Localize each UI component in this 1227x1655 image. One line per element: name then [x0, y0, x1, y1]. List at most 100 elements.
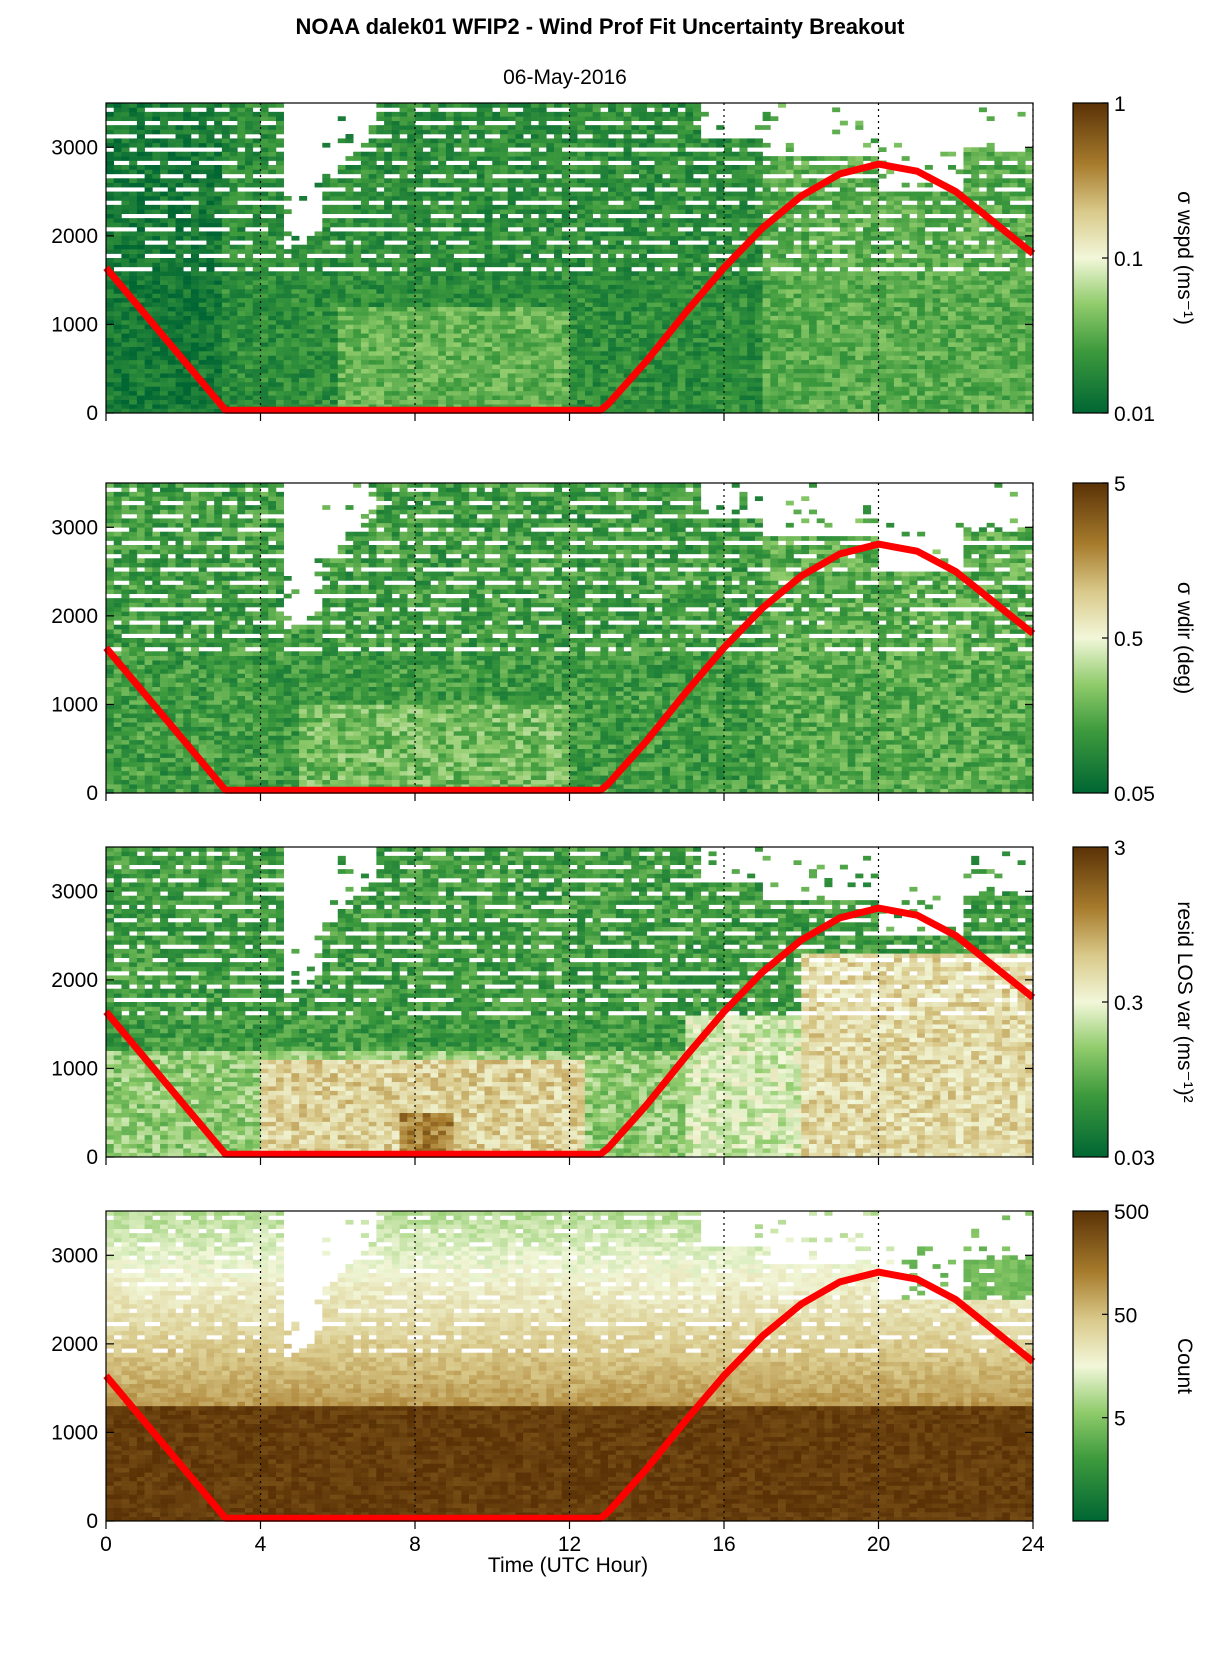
heatmap-cell	[577, 342, 585, 347]
heatmap-cell	[222, 240, 230, 245]
heatmap-cell	[570, 311, 578, 316]
heatmap-cell	[176, 276, 184, 281]
heatmap-cell	[515, 329, 523, 334]
heatmap-cell	[253, 320, 261, 325]
heatmap-cell	[176, 116, 184, 121]
heatmap-cell	[392, 285, 400, 290]
heatmap-cell	[307, 285, 315, 290]
heatmap-cell	[624, 156, 632, 161]
heatmap-cell	[678, 236, 686, 241]
heatmap-cell	[230, 218, 238, 223]
heatmap-cell	[485, 138, 493, 143]
heatmap-cell	[477, 258, 485, 263]
heatmap-cell	[106, 285, 114, 290]
heatmap-cell	[531, 125, 539, 130]
heatmap-cell	[454, 209, 462, 214]
heatmap-cell	[199, 333, 207, 338]
heatmap-cell	[631, 143, 639, 148]
heatmap-cell	[253, 271, 261, 276]
heatmap-cell	[485, 324, 493, 329]
heatmap-cell	[539, 107, 547, 112]
heatmap-cell	[562, 298, 570, 303]
heatmap-cell	[647, 214, 655, 219]
heatmap-cell	[284, 249, 292, 254]
heatmap-cell	[624, 147, 632, 152]
heatmap-cell	[654, 307, 662, 312]
heatmap-cell	[616, 342, 624, 347]
heatmap-cell	[662, 245, 670, 250]
heatmap-cell	[322, 223, 330, 228]
heatmap-cell	[160, 138, 168, 143]
heatmap-cell	[585, 280, 593, 285]
heatmap-cell	[492, 138, 500, 143]
heatmap-cell	[616, 298, 624, 303]
heatmap-cell	[307, 276, 315, 281]
heatmap-cell	[423, 245, 431, 250]
heatmap-cell	[400, 152, 408, 157]
heatmap-cell	[129, 373, 137, 378]
heatmap-cell	[500, 165, 508, 170]
heatmap-cell	[407, 107, 415, 112]
heatmap-cell	[276, 293, 284, 298]
heatmap-cell	[129, 249, 137, 254]
heatmap-cell	[129, 351, 137, 356]
heatmap-cell	[554, 112, 562, 117]
heatmap-cell	[392, 333, 400, 338]
heatmap-cell	[168, 364, 176, 369]
heatmap-cell	[570, 338, 578, 343]
heatmap-cell	[531, 152, 539, 157]
heatmap-cell	[423, 360, 431, 365]
heatmap-cell	[330, 183, 338, 188]
heatmap-cell	[407, 183, 415, 188]
heatmap-cell	[137, 130, 145, 135]
heatmap-cell	[121, 276, 129, 281]
heatmap-cell	[315, 347, 323, 352]
heatmap-cell	[369, 338, 377, 343]
heatmap-cell	[183, 138, 191, 143]
heatmap-cell	[121, 307, 129, 312]
heatmap-cell	[322, 378, 330, 383]
heatmap-cell	[523, 298, 531, 303]
heatmap-cell	[616, 351, 624, 356]
heatmap-cell	[477, 364, 485, 369]
heatmap-cell	[168, 156, 176, 161]
heatmap-cell	[477, 236, 485, 241]
heatmap-cell	[531, 112, 539, 117]
heatmap-cell	[114, 245, 122, 250]
heatmap-cell	[276, 236, 284, 241]
heatmap-cell	[291, 320, 299, 325]
heatmap-cell	[137, 223, 145, 228]
heatmap-cell	[199, 152, 207, 157]
heatmap-cell	[678, 329, 686, 334]
heatmap-cell	[531, 245, 539, 250]
heatmap-cell	[454, 192, 462, 197]
heatmap-cell	[307, 307, 315, 312]
heatmap-cell	[145, 302, 153, 307]
heatmap-cell	[261, 130, 269, 135]
heatmap-cell	[415, 183, 423, 188]
heatmap-cell	[400, 329, 408, 334]
heatmap-cell	[485, 382, 493, 387]
heatmap-cell	[191, 178, 199, 183]
heatmap-cell	[469, 262, 477, 267]
heatmap-cell	[701, 320, 709, 325]
heatmap-cell	[152, 152, 160, 157]
heatmap-cell	[276, 156, 284, 161]
heatmap-cell	[508, 347, 516, 352]
heatmap-cell	[631, 240, 639, 245]
heatmap-cell	[477, 223, 485, 228]
heatmap-cell	[261, 369, 269, 374]
heatmap-cell	[438, 240, 446, 245]
heatmap-cell	[168, 378, 176, 383]
heatmap-cell	[531, 355, 539, 360]
heatmap-cell	[114, 404, 122, 409]
heatmap-cell	[345, 156, 353, 161]
heatmap-cell	[577, 311, 585, 316]
heatmap-cell	[345, 333, 353, 338]
heatmap-cell	[438, 364, 446, 369]
heatmap-cell	[237, 355, 245, 360]
heatmap-cell	[430, 192, 438, 197]
heatmap-cell	[284, 369, 292, 374]
heatmap-cell	[531, 156, 539, 161]
heatmap-cell	[562, 293, 570, 298]
